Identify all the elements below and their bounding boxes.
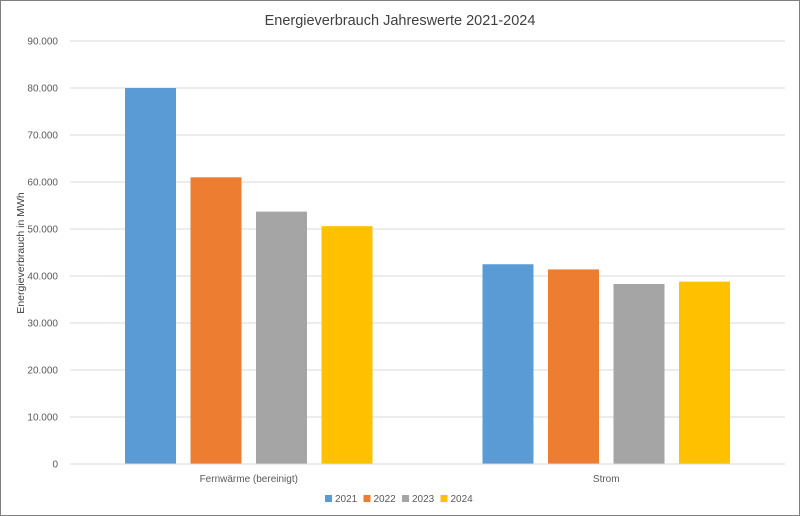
legend-swatch: [363, 495, 371, 502]
category-label: Strom: [593, 474, 620, 485]
bar-2021-fernwaerme: [125, 88, 176, 464]
y-tick-label: 0: [52, 460, 58, 471]
y-tick-label: 50.000: [27, 225, 58, 236]
category-label: Fernwärme (bereinigt): [200, 474, 298, 485]
y-tick-label: 90.000: [27, 37, 58, 48]
bar-2023-fernwaerme: [256, 211, 307, 464]
y-axis-label: Energieverbrauch in MWh: [15, 192, 27, 314]
y-tick-label: 30.000: [27, 319, 58, 330]
legend-label: 2023: [412, 494, 435, 505]
legend-label: 2022: [374, 494, 397, 505]
bars: [125, 88, 730, 465]
bar-2021-strom: [482, 264, 534, 464]
legend-label: 2021: [335, 494, 358, 505]
legend-swatch: [402, 495, 409, 502]
legend-label: 2024: [451, 494, 474, 505]
bar-2024-strom: [679, 281, 730, 464]
legend: 2021 2022 2023 2024: [325, 494, 473, 505]
y-tick-label: 60.000: [27, 178, 58, 189]
y-tick-label: 70.000: [27, 131, 58, 142]
y-tick-label: 80.000: [27, 84, 58, 95]
gridlines: [70, 40, 785, 418]
legend-swatch: [440, 495, 448, 502]
bar-2023-strom: [613, 283, 665, 464]
legend-swatch: [325, 495, 332, 502]
y-tick-label: 10.000: [27, 413, 58, 424]
bar-2022-fernwaerme: [190, 177, 242, 465]
chart-title: Energieverbrauch Jahreswerte 2021-2024: [265, 13, 536, 29]
category-labels: Fernwärme (bereinigt) Strom: [200, 474, 620, 485]
y-axis-ticks: 0 10.000 20.000 30.000 40.000 50.000 60.000 70.…: [27, 37, 58, 471]
y-tick-label: 20.000: [27, 366, 58, 377]
bar-2022-strom: [548, 269, 599, 464]
bar-2024-fernwaerme: [321, 226, 373, 464]
y-tick-label: 40.000: [27, 272, 58, 283]
